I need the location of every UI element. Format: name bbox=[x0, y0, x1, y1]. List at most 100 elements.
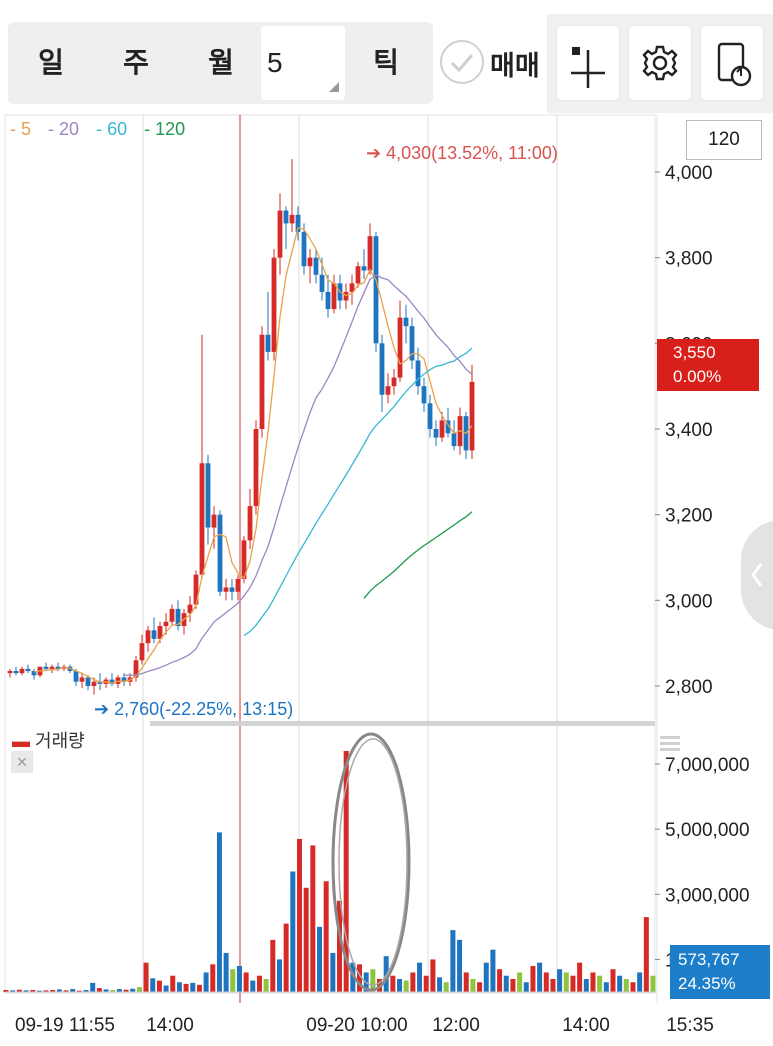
volume-tick-label: 5,000,000 bbox=[665, 820, 750, 841]
settings-button[interactable] bbox=[629, 26, 691, 100]
volume-bar bbox=[210, 964, 216, 992]
candle bbox=[289, 214, 295, 224]
period-week-button[interactable]: 주 bbox=[123, 47, 149, 78]
current-change: 0.00% bbox=[673, 367, 722, 386]
candle bbox=[67, 666, 73, 672]
candle bbox=[295, 214, 301, 232]
candle bbox=[325, 291, 331, 310]
volume-bar bbox=[3, 990, 9, 992]
volume-bar bbox=[23, 990, 29, 992]
ma120-legend: - 120 bbox=[144, 119, 186, 139]
x-tick-label: 14:00 bbox=[146, 1015, 194, 1036]
candle bbox=[43, 666, 49, 669]
volume-bar bbox=[203, 972, 209, 992]
period-tick-button[interactable]: 틱 bbox=[373, 47, 399, 78]
rotate-button[interactable] bbox=[701, 26, 763, 100]
crosshair-button[interactable] bbox=[557, 26, 619, 100]
volume-bar bbox=[10, 990, 16, 992]
low-annotation: ➔ 2,760(-22.25%, 13:15) bbox=[94, 699, 293, 719]
candle bbox=[37, 666, 43, 676]
plot-frame bbox=[4, 114, 656, 994]
candle bbox=[409, 326, 415, 361]
volume-bar bbox=[517, 972, 523, 992]
volume-bar bbox=[490, 949, 496, 992]
highlight-circle-inner bbox=[338, 738, 408, 986]
volume-bar bbox=[83, 990, 89, 992]
price-tick-label: 3,200 bbox=[665, 506, 713, 527]
candle bbox=[253, 429, 259, 507]
candle bbox=[199, 463, 205, 575]
ma120-label: 120 bbox=[155, 119, 186, 139]
ma5-legend: - 5 bbox=[10, 119, 32, 139]
volume-bar bbox=[363, 972, 369, 992]
volume-bar bbox=[623, 978, 629, 992]
volume-legend-label: 거래량 bbox=[35, 731, 85, 751]
volume-bar bbox=[637, 972, 643, 992]
volume-bar bbox=[323, 881, 329, 992]
price-tick-label: 4,000 bbox=[665, 163, 713, 184]
volume-bar bbox=[437, 977, 443, 992]
volume-bar bbox=[650, 975, 656, 992]
highlight-circle bbox=[331, 732, 411, 992]
ma20-line bbox=[123, 274, 473, 677]
candle bbox=[271, 257, 277, 352]
volume-bar bbox=[597, 975, 603, 992]
volume-tick-label: 7,000,000 bbox=[665, 755, 750, 776]
volume-tick-label: 3,000,000 bbox=[665, 885, 750, 906]
candle bbox=[415, 360, 421, 387]
candle bbox=[421, 386, 427, 404]
volume-bar bbox=[630, 982, 636, 992]
side-panel-toggle[interactable] bbox=[741, 520, 773, 630]
volume-bar bbox=[130, 988, 136, 992]
volume-bar bbox=[290, 871, 296, 992]
volume-bar bbox=[583, 978, 589, 992]
candle bbox=[133, 660, 139, 678]
candle bbox=[241, 540, 247, 579]
volume-bar bbox=[503, 975, 509, 992]
device-rotate-icon bbox=[717, 42, 752, 87]
minute-select[interactable]: 5 bbox=[261, 26, 345, 100]
candle bbox=[379, 343, 385, 395]
candle bbox=[457, 416, 463, 447]
candle bbox=[331, 283, 337, 310]
volume-bar bbox=[523, 982, 529, 992]
candle bbox=[445, 420, 451, 434]
volume-bar bbox=[230, 969, 236, 992]
volume-bar bbox=[550, 978, 556, 992]
close-icon[interactable]: × bbox=[11, 751, 33, 773]
candle bbox=[97, 681, 103, 684]
volume-bar bbox=[483, 962, 489, 992]
current-volume-tag: 573,767 24.35% bbox=[670, 945, 770, 999]
candle bbox=[361, 266, 367, 271]
candle bbox=[175, 608, 181, 627]
current-volume: 573,767 bbox=[678, 950, 740, 969]
candle bbox=[313, 257, 319, 275]
crosshair-icon bbox=[571, 47, 605, 88]
volume-bar bbox=[316, 926, 322, 992]
period-count-box[interactable]: 120 bbox=[686, 120, 762, 160]
ma-lines bbox=[33, 226, 473, 684]
volume-bar bbox=[283, 923, 289, 992]
period-day-button[interactable]: 일 bbox=[38, 47, 64, 78]
volume-bar bbox=[276, 959, 282, 992]
candle bbox=[337, 283, 343, 301]
candle bbox=[277, 210, 283, 258]
volume-bar bbox=[450, 930, 456, 992]
candle bbox=[469, 381, 475, 451]
volume-bar bbox=[403, 980, 409, 992]
volume-bar bbox=[150, 978, 156, 992]
ma60-line bbox=[243, 347, 473, 637]
candle bbox=[373, 236, 379, 344]
period-selector: 일 주 월 5 틱 bbox=[8, 22, 433, 104]
volume-bar bbox=[136, 987, 142, 992]
candle bbox=[31, 671, 37, 676]
candle bbox=[463, 416, 469, 451]
candle bbox=[247, 506, 253, 541]
period-month-button[interactable]: 월 bbox=[208, 47, 234, 78]
tool-group bbox=[547, 14, 773, 113]
volume-bar bbox=[243, 972, 249, 992]
resize-handle-icon bbox=[660, 736, 680, 739]
candle bbox=[61, 666, 67, 669]
